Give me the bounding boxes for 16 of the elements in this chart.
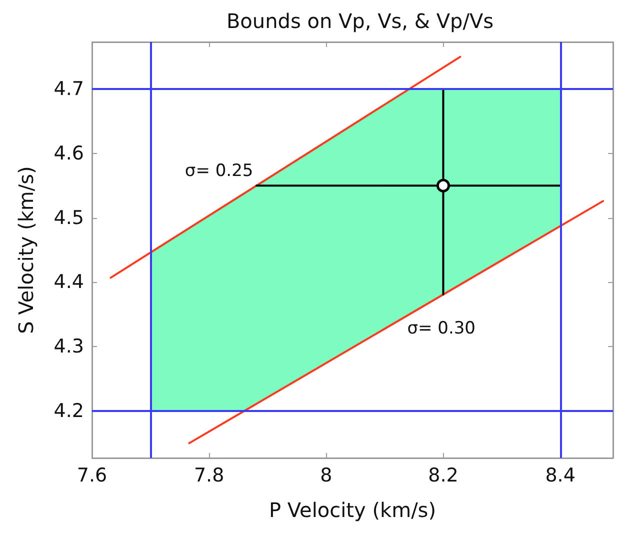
y-tick-label: 4.6 [54, 142, 84, 164]
x-tick-label: 8.2 [428, 464, 458, 486]
x-tick-label: 7.8 [194, 464, 224, 486]
x-tick-label: 8.4 [545, 464, 576, 486]
x-tick-label: 7.6 [76, 464, 108, 486]
y-axis-title: S Velocity (km/s) [14, 166, 38, 334]
chart-title: Bounds on Vp, Vs, & Vp/Vs [226, 9, 494, 33]
y-tick-label: 4.7 [54, 78, 84, 100]
series-label: σ= 0.25 [184, 161, 254, 182]
y-tick-label: 4.3 [54, 336, 84, 358]
x-tick-label: 8 [320, 464, 332, 486]
y-tick-label: 4.4 [54, 271, 84, 294]
y-tick-label: 4.2 [54, 400, 84, 422]
series-label: σ= 0.30 [407, 318, 476, 338]
x-axis-title: P Velocity (km/s) [268, 498, 436, 522]
y-tick-label: 4.5 [54, 206, 84, 229]
